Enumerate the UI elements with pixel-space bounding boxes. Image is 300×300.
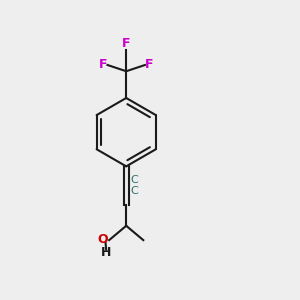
Text: C: C <box>131 186 138 196</box>
Text: O: O <box>97 233 108 246</box>
Text: C: C <box>131 175 138 185</box>
Text: H: H <box>101 245 111 259</box>
Text: F: F <box>145 58 153 71</box>
Text: F: F <box>122 38 130 50</box>
Text: F: F <box>99 58 107 71</box>
